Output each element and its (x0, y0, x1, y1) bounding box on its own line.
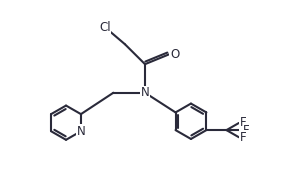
Text: F: F (240, 131, 246, 144)
Text: Cl: Cl (99, 21, 110, 34)
Text: F: F (240, 116, 246, 129)
Text: O: O (170, 48, 179, 61)
Text: F: F (243, 124, 250, 137)
Text: N: N (141, 86, 149, 99)
Text: N: N (77, 125, 85, 138)
